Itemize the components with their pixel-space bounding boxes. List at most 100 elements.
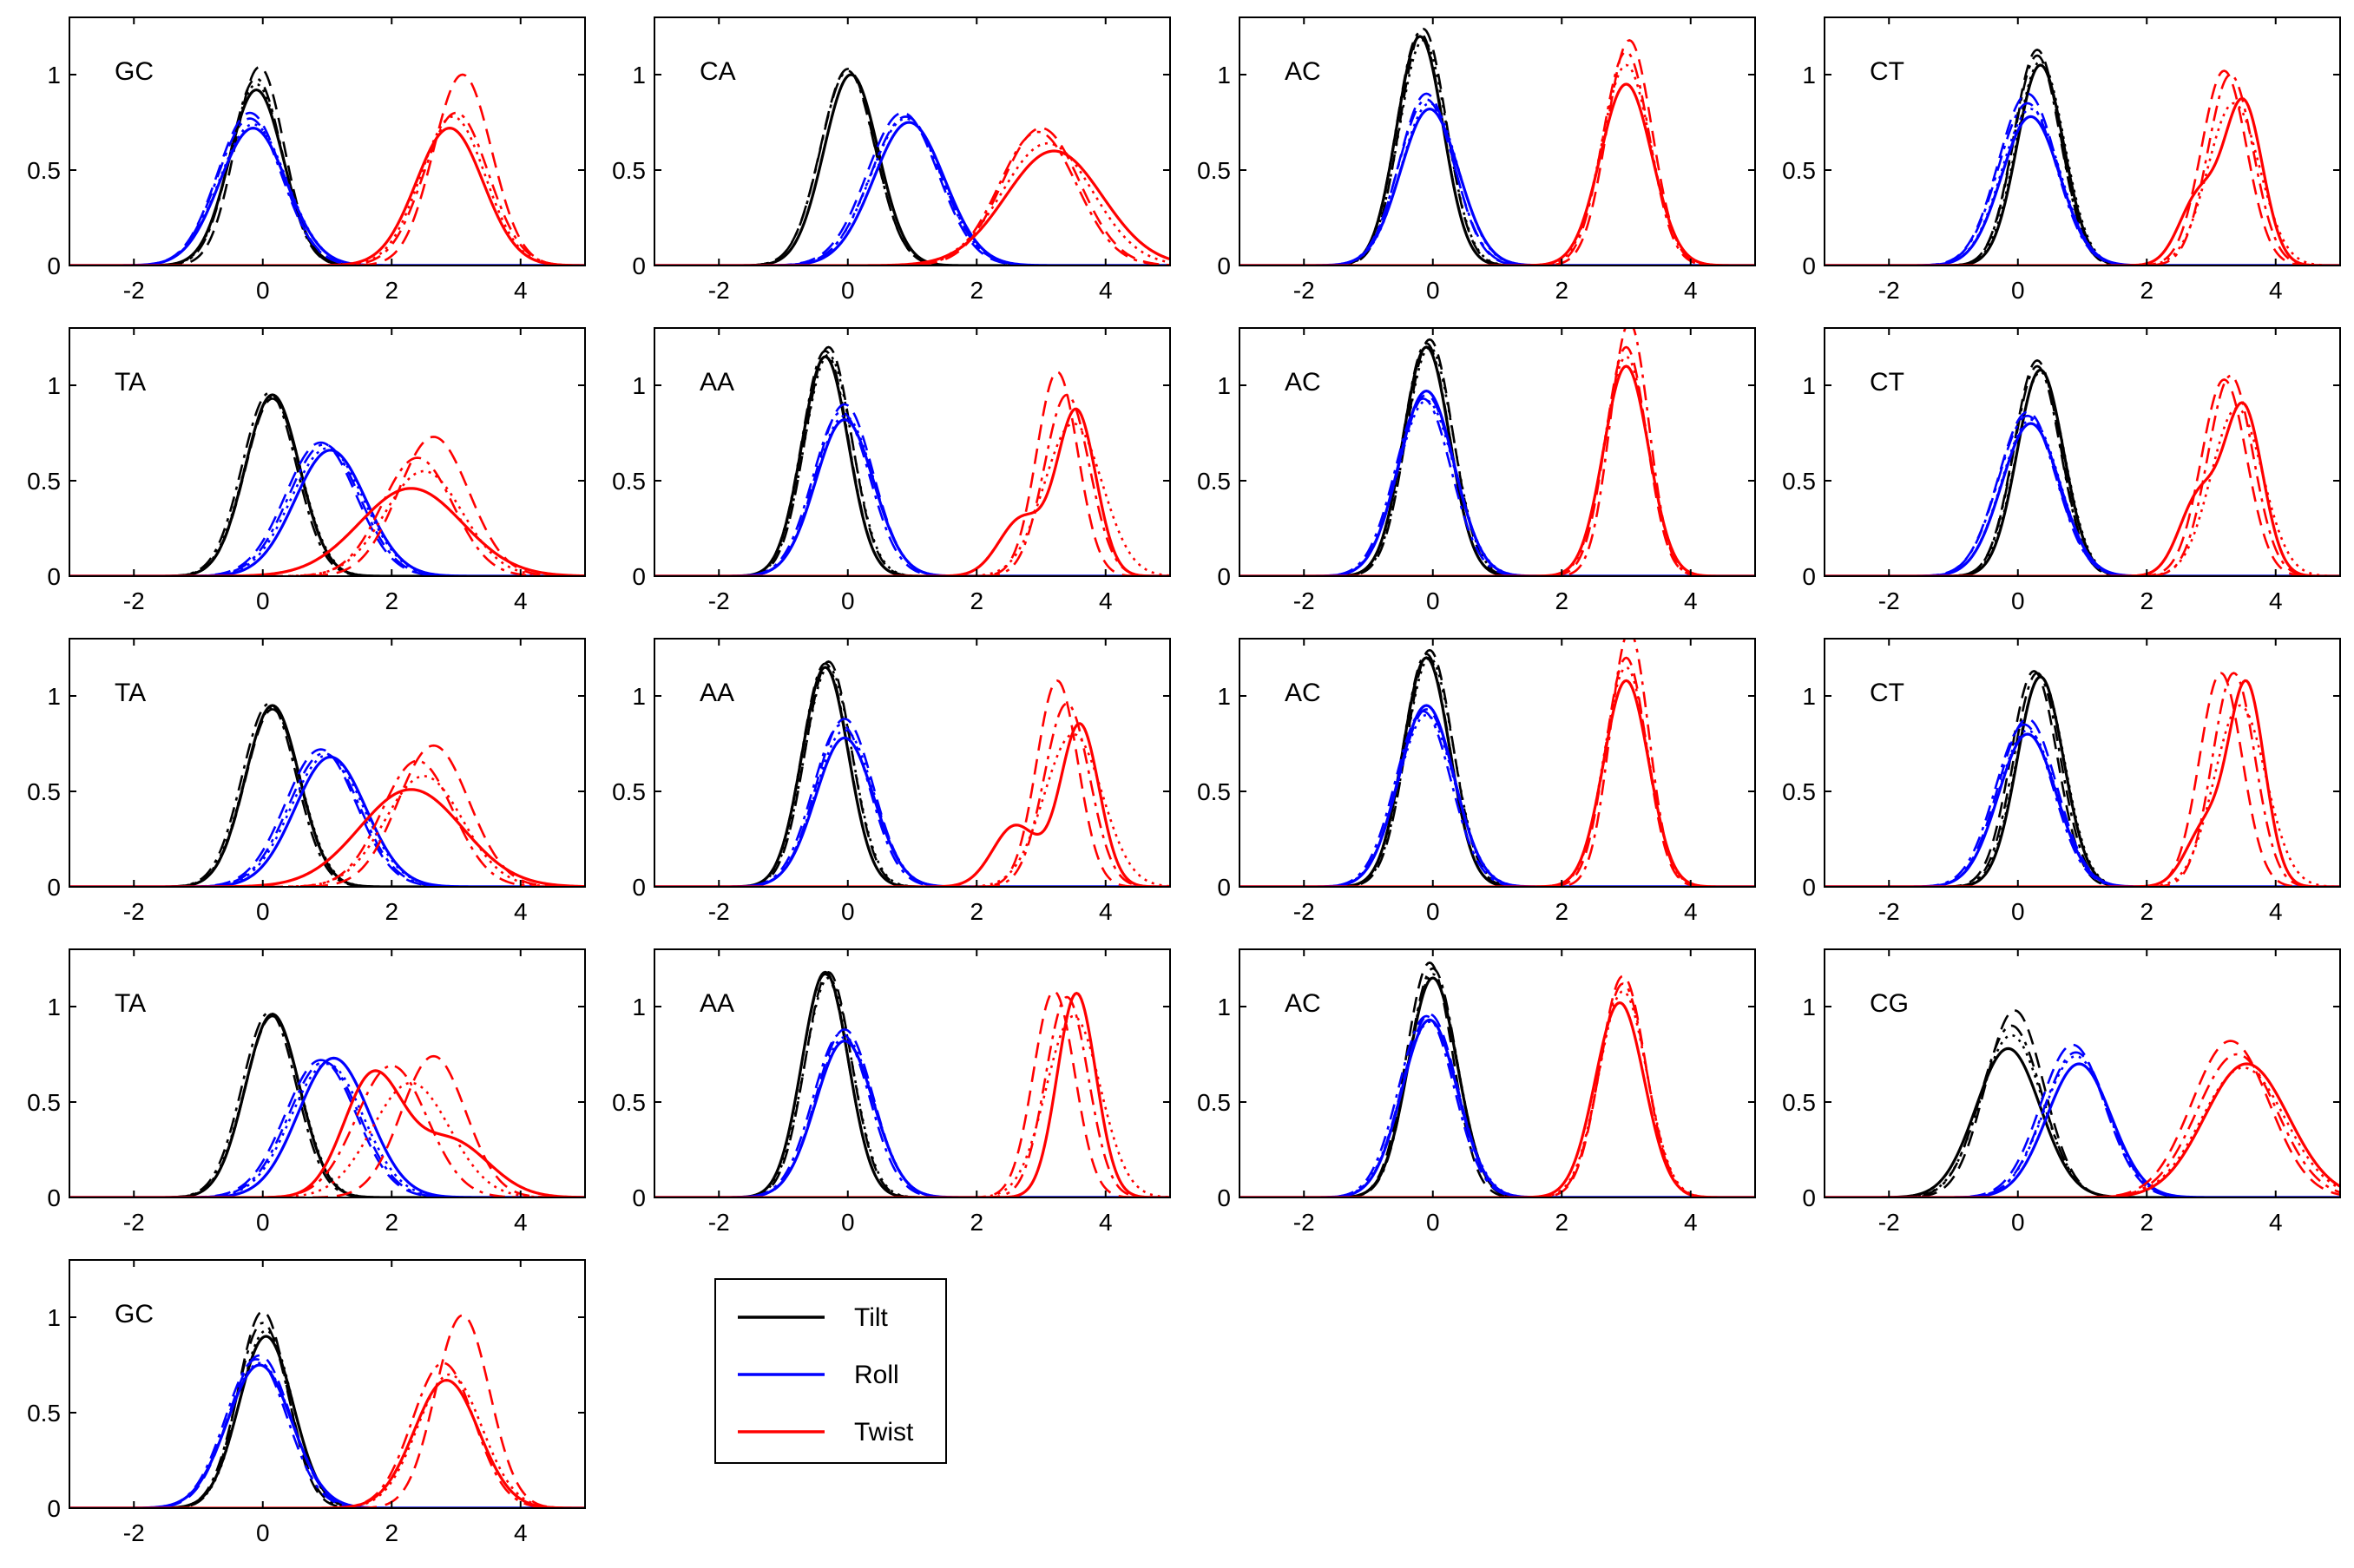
x-tick-label: 4 [1684, 587, 1698, 614]
panel-ac: -2 0 2 4 0 0.5 1 AC [1197, 327, 1756, 614]
y-tick-label: 0 [47, 563, 61, 590]
panel-label: CA [700, 57, 736, 86]
panel-label: CT [1870, 57, 1904, 86]
x-tick-label: 2 [1555, 587, 1568, 614]
twist-dotted-curve [1825, 704, 2340, 887]
twist-dotted-curve [1825, 407, 2340, 576]
panel-label: CG [1870, 989, 1909, 1018]
panel-ta: -2 0 2 4 0 0.5 1 TA [27, 327, 586, 614]
twist-dotted-curve [1239, 63, 1755, 266]
y-tick-label: 0.5 [27, 778, 61, 805]
x-tick-label: 4 [2269, 1209, 2283, 1236]
x-tick-label: 2 [1555, 898, 1568, 925]
tilt-dashdot-curve [1825, 1024, 2340, 1197]
x-tick-label: -2 [123, 1519, 145, 1546]
twist-dashed-curve [1825, 69, 2340, 266]
twist-solid-curve [69, 1378, 585, 1508]
roll-solid-curve [69, 449, 585, 576]
x-tick-label: 2 [385, 277, 398, 304]
panel-label: TA [115, 989, 146, 1018]
y-tick-label: 0 [1802, 1184, 1816, 1211]
y-tick-label: 1 [47, 683, 61, 710]
y-tick-label: 1 [1802, 62, 1816, 89]
twist-solid-curve [69, 788, 585, 887]
roll-dashdot-curve [69, 1060, 585, 1197]
y-tick-label: 1 [632, 994, 646, 1020]
x-tick-label: 0 [1426, 1209, 1440, 1236]
y-tick-label: 0.5 [27, 1400, 61, 1427]
curves [1239, 639, 1755, 887]
y-tick-label: 0.5 [1782, 157, 1816, 184]
tilt-dashed-curve [69, 1014, 585, 1197]
twist-solid-curve [654, 149, 1170, 266]
axes-box [1239, 327, 1756, 577]
y-tick-label: 0.5 [1197, 468, 1231, 495]
tilt-dotted-curve [654, 73, 1170, 266]
y-tick-label: 0 [632, 1184, 646, 1211]
y-tick-label: 1 [632, 62, 646, 89]
panel-gc: -2 0 2 4 0 0.5 1 GC [27, 1259, 586, 1546]
x-tick-label: 4 [2269, 587, 2283, 614]
tilt-solid-curve [654, 73, 1170, 266]
twist-solid-curve [1825, 679, 2340, 887]
y-tick-label: 0 [47, 1495, 61, 1522]
curves [69, 1011, 585, 1197]
panel-gc: -2 0 2 4 0 0.5 1 GC [27, 16, 586, 304]
panels-group: -2 0 2 4 0 0.5 1 GC -2 0 2 4 0 0.5 1 CA -2 0 2 4 0 0.5 1 AC -2 0 2… [27, 16, 2341, 1546]
twist-dotted-curve [654, 141, 1170, 266]
roll-dashed-curve [654, 403, 1170, 576]
y-tick-label: 1 [1802, 683, 1816, 710]
panel-ca: -2 0 2 4 0 0.5 1 CA [612, 16, 1171, 304]
x-tick-label: 4 [514, 587, 528, 614]
x-tick-label: 4 [1099, 587, 1113, 614]
twist-dotted-curve [69, 1081, 585, 1197]
axes-box [1239, 948, 1756, 1198]
twist-dotted-curve [654, 1014, 1170, 1197]
x-tick-label: -2 [1878, 1209, 1900, 1236]
twist-dashed-curve [1239, 39, 1755, 266]
axes-box [654, 948, 1171, 1198]
y-tick-label: 0 [1802, 874, 1816, 901]
axes-box [654, 638, 1171, 888]
twist-solid-curve [1825, 401, 2340, 576]
panel-label: GC [115, 57, 154, 86]
axes-box [1824, 327, 2341, 577]
x-tick-label: 2 [385, 1519, 398, 1546]
y-tick-label: 0 [632, 874, 646, 901]
y-tick-label: 0 [1217, 563, 1231, 590]
roll-dashdot-curve [1825, 102, 2340, 266]
roll-dashdot-curve [1239, 1014, 1755, 1197]
x-tick-label: 4 [2269, 277, 2283, 304]
axes-box [69, 948, 586, 1198]
curves [1239, 328, 1755, 576]
panel-ct: -2 0 2 4 0 0.5 1 CT [1782, 16, 2341, 304]
roll-solid-curve [654, 1039, 1170, 1197]
roll-dashdot-curve [1239, 710, 1755, 887]
legend-label-roll: Roll [854, 1361, 899, 1389]
tilt-dotted-curve [1825, 60, 2340, 266]
roll-dashed-curve [69, 748, 585, 887]
x-tick-label: 2 [970, 1209, 983, 1236]
tilt-solid-curve [1825, 1046, 2340, 1197]
axes-box [1239, 638, 1756, 888]
tilt-dashed-curve [69, 397, 585, 576]
x-tick-label: 0 [841, 898, 855, 925]
twist-solid-curve [69, 487, 585, 576]
roll-dashdot-curve [654, 410, 1170, 576]
roll-solid-curve [1825, 115, 2340, 266]
tilt-solid-curve [1825, 63, 2340, 266]
panel-label: AA [700, 679, 734, 707]
twist-dashed-curve [69, 744, 585, 887]
x-tick-label: 4 [514, 1519, 528, 1546]
x-tick-label: 2 [385, 1209, 398, 1236]
x-tick-label: 0 [1426, 898, 1440, 925]
roll-dashed-curve [1239, 393, 1755, 576]
twist-dashed-curve [69, 1314, 585, 1508]
x-tick-label: 0 [256, 1519, 270, 1546]
y-tick-label: 1 [47, 372, 61, 399]
axes-box [654, 327, 1171, 577]
roll-dashed-curve [654, 718, 1170, 887]
y-tick-label: 1 [1802, 372, 1816, 399]
tilt-dashdot-curve [69, 77, 585, 266]
